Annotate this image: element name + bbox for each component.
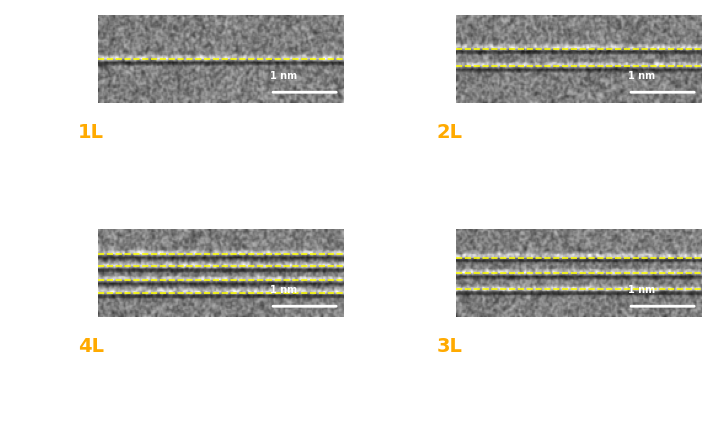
Text: 200 μm: 200 μm: [221, 152, 279, 166]
Text: 1L: 1L: [78, 123, 105, 142]
Text: 200 μm: 200 μm: [579, 366, 637, 380]
Text: 3L: 3L: [436, 337, 463, 356]
Text: 200 μm: 200 μm: [221, 366, 279, 380]
Text: 2L: 2L: [436, 123, 463, 142]
Text: 200 μm: 200 μm: [579, 152, 637, 166]
Text: 4L: 4L: [78, 337, 105, 356]
